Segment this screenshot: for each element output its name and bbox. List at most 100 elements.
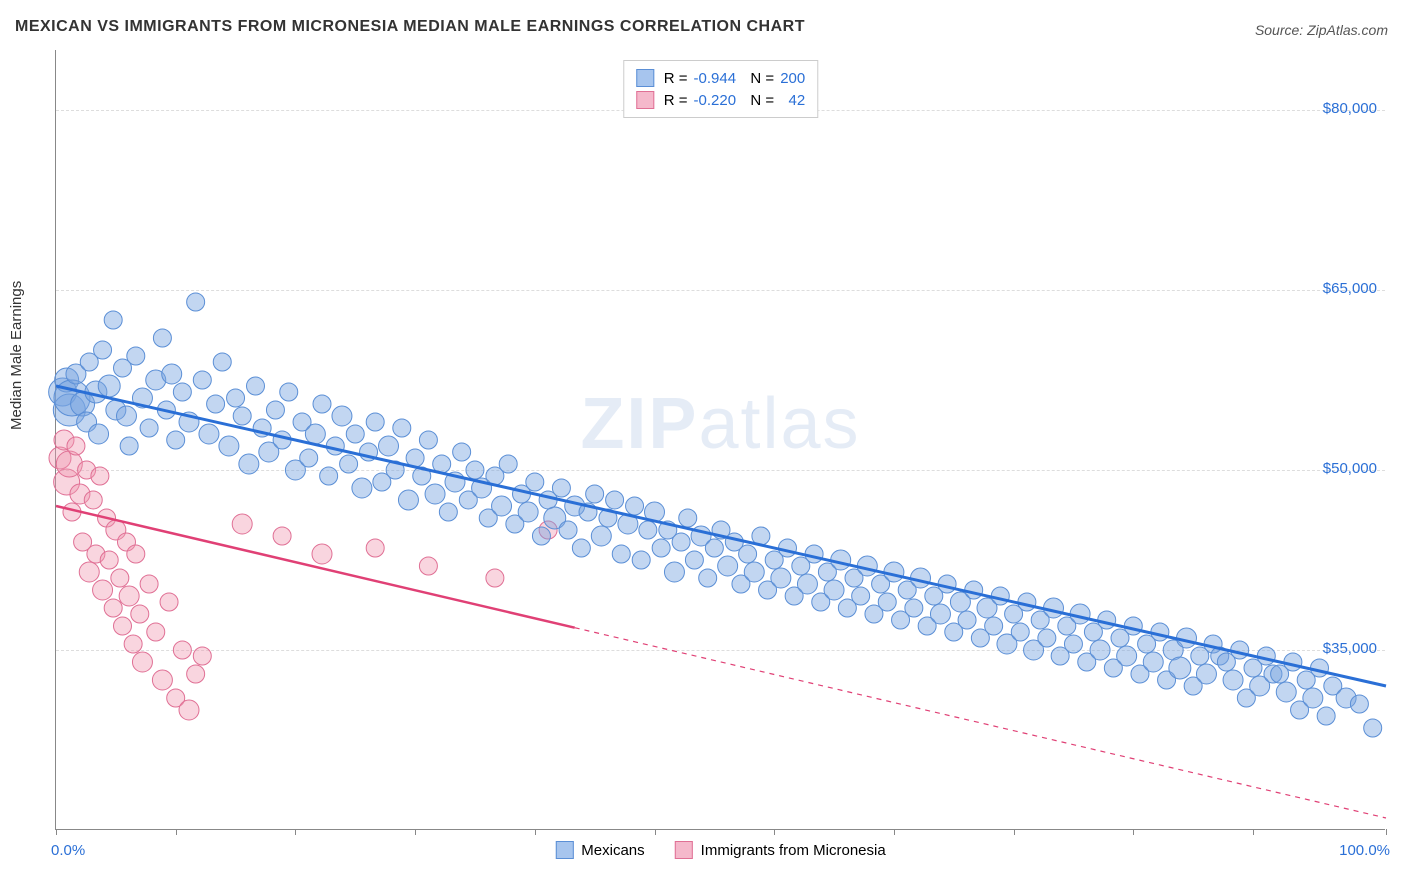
x-tick bbox=[774, 829, 775, 835]
legend: Mexicans Immigrants from Micronesia bbox=[555, 841, 885, 859]
source-value: ZipAtlas.com bbox=[1307, 22, 1388, 38]
scatter-point bbox=[1311, 659, 1329, 677]
scatter-point bbox=[499, 455, 517, 473]
scatter-point bbox=[606, 491, 624, 509]
scatter-point bbox=[632, 551, 650, 569]
scatter-point bbox=[340, 455, 358, 473]
legend-label: Immigrants from Micronesia bbox=[701, 842, 886, 859]
scatter-point bbox=[797, 574, 817, 594]
scatter-point bbox=[486, 569, 504, 587]
scatter-point bbox=[559, 521, 577, 539]
r-label: R = bbox=[664, 92, 688, 109]
scatter-point bbox=[718, 556, 738, 576]
scatter-point bbox=[79, 562, 99, 582]
scatter-point bbox=[958, 611, 976, 629]
scatter-point bbox=[453, 443, 471, 461]
scatter-point bbox=[227, 389, 245, 407]
scatter-point bbox=[366, 413, 384, 431]
scatter-point bbox=[132, 652, 152, 672]
scatter-point bbox=[779, 539, 797, 557]
scatter-point bbox=[179, 700, 199, 720]
x-tick bbox=[56, 829, 57, 835]
scatter-point bbox=[679, 509, 697, 527]
scatter-point bbox=[419, 557, 437, 575]
scatter-point bbox=[173, 383, 191, 401]
x-tick bbox=[1253, 829, 1254, 835]
scatter-point bbox=[326, 437, 344, 455]
scatter-point bbox=[1196, 664, 1216, 684]
scatter-point bbox=[89, 424, 109, 444]
stats-text: R = -0.220 N = 42 bbox=[664, 92, 805, 109]
scatter-point bbox=[552, 479, 570, 497]
n-value: 200 bbox=[780, 70, 805, 87]
scatter-point bbox=[153, 329, 171, 347]
scatter-point bbox=[652, 539, 670, 557]
x-axis-min-label: 0.0% bbox=[51, 842, 85, 859]
scatter-point bbox=[1143, 652, 1163, 672]
scatter-point bbox=[313, 395, 331, 413]
scatter-point bbox=[160, 593, 178, 611]
scatter-point bbox=[991, 587, 1009, 605]
scatter-point bbox=[985, 617, 1003, 635]
scatter-point bbox=[320, 467, 338, 485]
scatter-point bbox=[905, 599, 923, 617]
scatter-point bbox=[1018, 593, 1036, 611]
legend-swatch-mexicans bbox=[555, 841, 573, 859]
scatter-point bbox=[273, 527, 291, 545]
scatter-point bbox=[612, 545, 630, 563]
scatter-point bbox=[94, 341, 112, 359]
scatter-point bbox=[852, 587, 870, 605]
scatter-point bbox=[771, 568, 791, 588]
scatter-point bbox=[572, 539, 590, 557]
scatter-point bbox=[93, 580, 113, 600]
scatter-point bbox=[1169, 657, 1191, 679]
scatter-point bbox=[930, 604, 950, 624]
scatter-point bbox=[1303, 688, 1323, 708]
scatter-point bbox=[114, 617, 132, 635]
scatter-point bbox=[938, 575, 956, 593]
scatter-point bbox=[193, 647, 211, 665]
scatter-point bbox=[672, 533, 690, 551]
correlation-stats-box: R = -0.944 N = 200 R = -0.220 N = 42 bbox=[623, 60, 818, 118]
scatter-point bbox=[1011, 623, 1029, 641]
scatter-point bbox=[219, 436, 239, 456]
scatter-point bbox=[84, 491, 102, 509]
scatter-point bbox=[425, 484, 445, 504]
scatter-point bbox=[805, 545, 823, 563]
scatter-point bbox=[207, 395, 225, 413]
n-label: N = bbox=[742, 70, 774, 87]
scatter-point bbox=[266, 401, 284, 419]
scatter-point bbox=[1038, 629, 1056, 647]
scatter-point bbox=[120, 437, 138, 455]
scatter-point bbox=[152, 670, 172, 690]
scatter-point bbox=[591, 526, 611, 546]
x-tick bbox=[1133, 829, 1134, 835]
scatter-point bbox=[518, 502, 538, 522]
scatter-point bbox=[187, 293, 205, 311]
scatter-point bbox=[273, 431, 291, 449]
scatter-point bbox=[116, 406, 136, 426]
scatter-point bbox=[1090, 640, 1110, 660]
scatter-point bbox=[233, 407, 251, 425]
scatter-point bbox=[187, 665, 205, 683]
scatter-point bbox=[247, 377, 265, 395]
x-tick bbox=[535, 829, 536, 835]
scatter-point bbox=[744, 562, 764, 582]
scatter-point bbox=[119, 586, 139, 606]
scatter-point bbox=[104, 599, 122, 617]
scatter-point bbox=[393, 419, 411, 437]
scatter-point bbox=[239, 454, 259, 474]
scatter-point bbox=[131, 605, 149, 623]
scatter-svg bbox=[56, 50, 1385, 829]
stats-text: R = -0.944 N = 200 bbox=[664, 70, 805, 87]
scatter-point bbox=[419, 431, 437, 449]
scatter-point bbox=[1276, 682, 1296, 702]
trend-line bbox=[56, 386, 1386, 686]
scatter-point bbox=[705, 539, 723, 557]
x-tick bbox=[415, 829, 416, 835]
scatter-point bbox=[439, 503, 457, 521]
scatter-point bbox=[586, 485, 604, 503]
scatter-point bbox=[193, 371, 211, 389]
scatter-point bbox=[824, 580, 844, 600]
scatter-point bbox=[379, 436, 399, 456]
